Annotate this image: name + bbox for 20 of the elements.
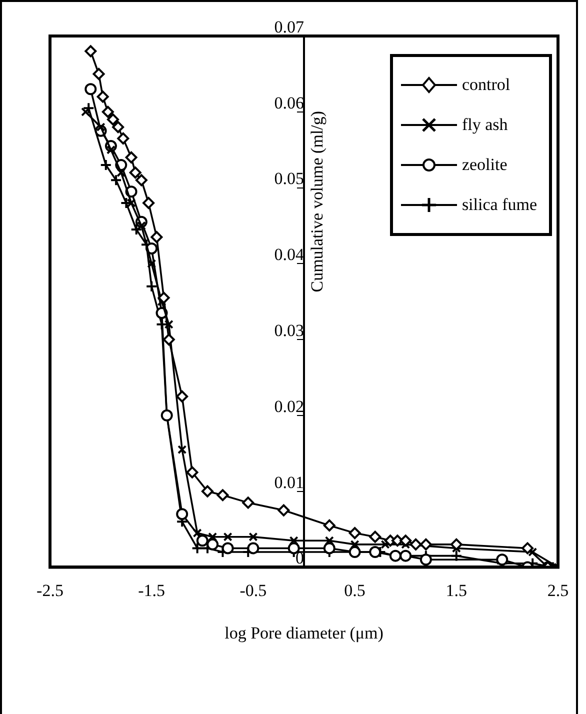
x-axis-title: log Pore diameter (μm) — [224, 623, 384, 642]
legend-label: silica fume — [462, 195, 537, 215]
x-tick-label: 0.5 — [344, 580, 366, 600]
y-tick-label: 0.06 — [274, 93, 304, 112]
legend-label: fly ash — [462, 115, 508, 135]
x-tick-label: 2.5 — [547, 580, 569, 600]
x-tick-label: -1.5 — [138, 580, 166, 600]
x-tick-label: 1.5 — [446, 580, 468, 600]
x-tick-label: -2.5 — [36, 580, 64, 600]
y-tick-label: 0.05 — [274, 169, 304, 188]
y-tick-label: 0 — [296, 548, 304, 568]
y-tick-label: 0.02 — [274, 396, 304, 416]
legend-label: zeolite — [462, 155, 508, 175]
legend-label: control — [462, 75, 510, 95]
y-tick-label: 0.07 — [274, 17, 304, 36]
y-tick-label: 0.03 — [274, 321, 304, 340]
y-tick-label: 0.01 — [274, 472, 304, 492]
y-axis-title: Cumulative volume (ml/g) — [307, 110, 326, 292]
y-tick-label: 0.04 — [274, 245, 304, 264]
x-tick-label: -0.5 — [240, 580, 267, 600]
